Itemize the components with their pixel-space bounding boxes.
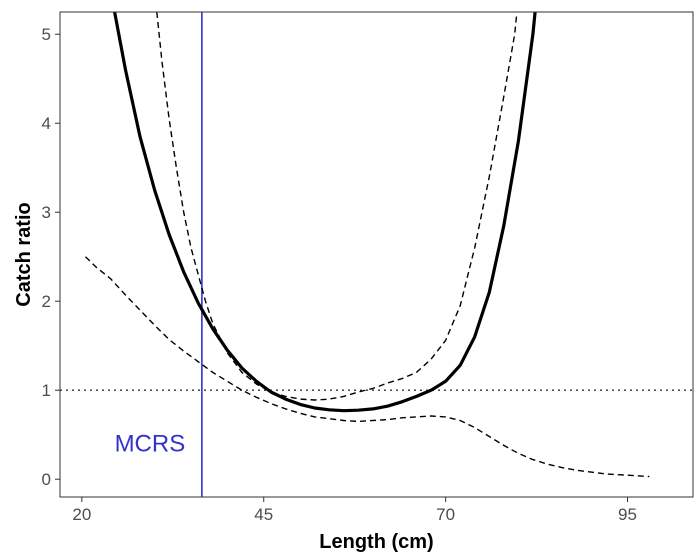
series-line-3 bbox=[85, 256, 650, 478]
y-tick-label: 2 bbox=[42, 292, 51, 311]
y-tick-label: 3 bbox=[42, 203, 51, 222]
y-tick-label: 0 bbox=[42, 470, 51, 489]
y-tick-label: 4 bbox=[42, 114, 51, 133]
series-line-2 bbox=[156, 12, 518, 401]
series-line-1 bbox=[113, 12, 537, 413]
annotation-label: MCRS bbox=[115, 431, 186, 458]
x-tick-label: 70 bbox=[436, 505, 455, 524]
x-axis-title: Length (cm) bbox=[319, 531, 433, 552]
x-tick-label: 20 bbox=[72, 505, 91, 524]
plot-area: MCRS bbox=[60, 12, 693, 497]
y-tick-label: 1 bbox=[42, 381, 51, 400]
panel-border bbox=[59, 11, 694, 498]
y-axis-title: Catch ratio bbox=[13, 202, 35, 306]
x-tick-label: 95 bbox=[618, 505, 637, 524]
y-tick-label: 5 bbox=[42, 25, 51, 44]
x-tick-label: 45 bbox=[254, 505, 273, 524]
